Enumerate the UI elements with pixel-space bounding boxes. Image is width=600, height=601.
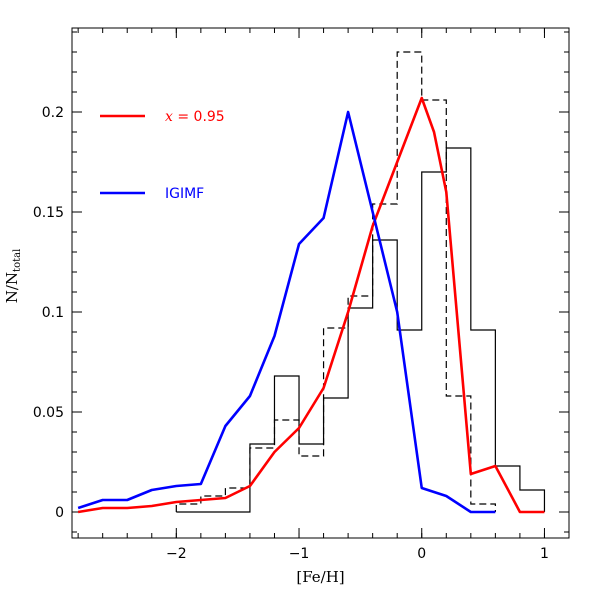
y-axis-label: N/Ntotal (3, 249, 23, 304)
y-tick-label: 0.2 (42, 105, 64, 121)
series-line-x (77, 96, 545, 514)
x-axis-label: [Fe/H] (296, 568, 344, 586)
y-tick-label: 0 (55, 505, 64, 521)
axis-tick-labels: −2 −1 0 1 0 0.05 0.1 0.15 0.2 (33, 105, 549, 562)
series-line-igimf (77, 110, 496, 514)
legend-label-igimf: IGIMF (165, 186, 204, 202)
x-tick-label: 0 (417, 546, 426, 562)
legend: x = 0.95 IGIMF (100, 109, 225, 202)
y-tick-label: 0.1 (42, 305, 64, 321)
y-tick-label: 0.15 (33, 205, 64, 221)
axis-ticks (72, 28, 570, 538)
legend-label-x: x = 0.95 (165, 109, 225, 125)
x-tick-label: −2 (166, 546, 187, 562)
histogram-solid (176, 147, 546, 513)
x-tick-label: 1 (540, 546, 549, 562)
x-tick-label: −1 (289, 546, 310, 562)
histogram-dashed (175, 51, 496, 512)
plot-frame (71, 27, 570, 539)
series-group (77, 51, 546, 514)
y-tick-label: 0.05 (33, 405, 64, 421)
